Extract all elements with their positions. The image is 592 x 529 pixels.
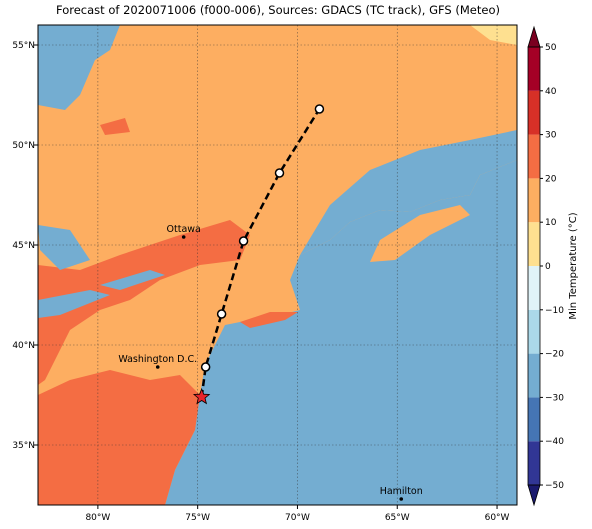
colorbar-segment xyxy=(528,178,540,223)
colorbar-tick-label: −30 xyxy=(545,393,564,403)
warm-region xyxy=(100,118,130,135)
map-frame xyxy=(37,24,518,506)
colorbar-segment xyxy=(528,441,540,485)
x-tick-label: 70°W xyxy=(285,513,310,523)
title: Forecast of 2020071006 (f000-006), Sourc… xyxy=(56,3,500,17)
colorbar-over xyxy=(527,25,541,48)
overlay: Ottawa Washington D.C. Hamilton xyxy=(118,104,423,501)
city-label: Ottawa xyxy=(167,224,201,235)
nova-scotia xyxy=(370,205,470,262)
track-point xyxy=(216,309,227,319)
warm-region xyxy=(38,370,200,505)
colorbar-segment xyxy=(528,266,540,310)
graticule xyxy=(38,25,517,505)
y-tick-label: 55°N xyxy=(12,41,35,51)
x-tick-label: 80°W xyxy=(85,513,110,523)
colorbar-segment xyxy=(528,47,540,91)
colorbar-segment xyxy=(528,134,540,179)
y-tick-label: 35°N xyxy=(12,441,35,451)
lake xyxy=(38,290,110,318)
gulf xyxy=(300,130,517,255)
colorbar-tick-label: 50 xyxy=(545,43,557,53)
hudson-bay xyxy=(38,25,120,110)
x-tick-label: 65°W xyxy=(385,513,410,523)
lake xyxy=(38,225,90,270)
colorbar-label: Min Temperature (°C) xyxy=(568,212,579,319)
colorbar-tick-label: −10 xyxy=(545,306,564,316)
x-tick-label: 60°W xyxy=(485,513,510,523)
colorbar-segment xyxy=(528,397,540,442)
track-point xyxy=(314,104,325,114)
colorbar-segment xyxy=(528,90,540,135)
colorbar-under xyxy=(527,484,541,507)
lake xyxy=(100,270,165,290)
city-label: Washington D.C. xyxy=(118,354,197,365)
map-area: Ottawa Washington D.C. Hamilton xyxy=(38,25,517,505)
y-tick-label: 50°N xyxy=(12,141,35,151)
colorbar-segment xyxy=(528,222,540,266)
warm-region xyxy=(38,220,250,385)
track-point xyxy=(200,362,211,372)
colorbar-tick-label: 20 xyxy=(545,174,557,184)
colorbar-segment xyxy=(528,353,540,398)
colorbar-tick-label: 0 xyxy=(545,262,551,272)
y-tick-label: 45°N xyxy=(12,241,35,251)
colorbar: −50 −40 −30 −20 −10 0 10 20 30 40 50 xyxy=(527,25,564,507)
cool-region xyxy=(470,25,517,45)
colorbar-tick-label: −40 xyxy=(545,437,564,447)
x-tick-label: 75°W xyxy=(185,513,210,523)
colorbar-tick-label: 10 xyxy=(545,218,557,228)
storm-position xyxy=(192,387,211,405)
y-tick-label: 40°N xyxy=(12,341,35,351)
city-marker xyxy=(399,497,404,501)
warm-region xyxy=(240,312,298,328)
colorbar-tick-label: −50 xyxy=(545,481,564,491)
city-marker xyxy=(181,235,186,239)
colorbar-tick-label: −20 xyxy=(545,350,564,360)
track-point xyxy=(274,168,285,178)
colorbar-tick-label: 40 xyxy=(545,87,557,97)
colorbar-tick-label: 30 xyxy=(545,131,557,141)
city-marker xyxy=(155,365,160,369)
colorbar-segment xyxy=(528,309,540,354)
track-point xyxy=(238,236,249,246)
track-line xyxy=(200,108,321,398)
city-label: Hamilton xyxy=(380,486,423,497)
map-ticks: 80°W 75°W 70°W 65°W 60°W 35°N 40°N 45°N 50°N 55°N xyxy=(12,41,509,523)
